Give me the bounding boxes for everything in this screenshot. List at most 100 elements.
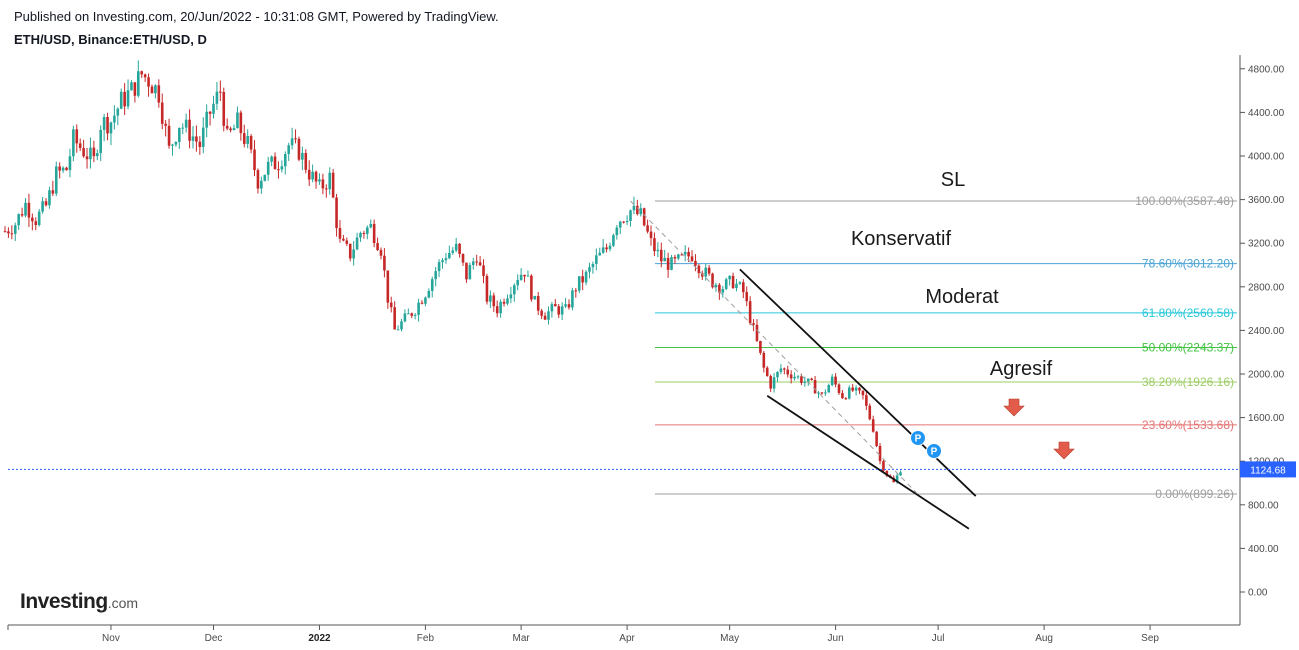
candle-body bbox=[536, 295, 540, 311]
candle-body bbox=[27, 202, 31, 218]
candle-body bbox=[31, 217, 34, 222]
candle-body bbox=[550, 304, 554, 312]
candle-body bbox=[109, 122, 113, 134]
candle-body bbox=[260, 180, 263, 189]
candle-body bbox=[571, 290, 574, 308]
candle-body bbox=[78, 143, 82, 149]
candle-body bbox=[229, 128, 232, 131]
candle-body bbox=[342, 238, 345, 241]
candle-body bbox=[407, 313, 410, 315]
candle-body bbox=[810, 378, 813, 380]
candle-body bbox=[519, 274, 523, 281]
candle-body bbox=[468, 264, 472, 280]
candle-body bbox=[301, 152, 304, 160]
candle-body bbox=[516, 280, 520, 286]
candle-body bbox=[85, 156, 89, 160]
candle-body bbox=[3, 231, 7, 233]
candle-body bbox=[492, 295, 496, 307]
candle-body bbox=[636, 205, 639, 215]
candle-body bbox=[376, 243, 379, 251]
candle-body bbox=[48, 190, 51, 206]
candle-body bbox=[75, 129, 79, 144]
x-tick-label: Jul bbox=[932, 633, 945, 644]
candle-body bbox=[608, 245, 612, 250]
candle-body bbox=[800, 376, 803, 383]
candle-body bbox=[369, 223, 373, 228]
candle-body bbox=[461, 253, 465, 263]
channel-lower-line[interactable] bbox=[766, 395, 970, 530]
candle-body bbox=[434, 271, 437, 280]
candle-body bbox=[58, 166, 61, 171]
candle-body bbox=[793, 376, 796, 379]
candle-body bbox=[697, 265, 701, 274]
candle-body bbox=[656, 249, 660, 252]
candle-body bbox=[13, 225, 17, 234]
candle-body bbox=[454, 243, 458, 251]
candle-body bbox=[581, 276, 584, 283]
candle-body bbox=[126, 90, 130, 107]
y-tick-label: 3200.00 bbox=[1248, 239, 1285, 250]
candle-body bbox=[502, 301, 506, 304]
candle-body bbox=[772, 377, 776, 389]
candle-body bbox=[430, 279, 434, 291]
arrow-down-icon bbox=[1053, 441, 1075, 460]
candle-body bbox=[735, 283, 738, 289]
candle-body bbox=[803, 381, 807, 383]
p-circle-icon[interactable] bbox=[926, 443, 942, 459]
candle-body bbox=[208, 111, 212, 114]
y-tick-label: 4800.00 bbox=[1248, 64, 1285, 75]
candle-body bbox=[878, 445, 882, 462]
candle-body bbox=[277, 169, 280, 171]
candle-body bbox=[564, 304, 567, 307]
candle-body bbox=[485, 275, 489, 302]
candle-body bbox=[642, 208, 646, 226]
candle-body bbox=[738, 282, 742, 284]
candle-body bbox=[786, 369, 790, 375]
candle-body bbox=[875, 431, 878, 446]
candle-body bbox=[830, 376, 834, 386]
candle-body bbox=[215, 91, 219, 104]
candle-body bbox=[574, 290, 578, 292]
candle-body bbox=[427, 290, 431, 298]
candle-body bbox=[195, 136, 198, 142]
candle-body bbox=[10, 233, 14, 235]
y-tick-label: 1600.00 bbox=[1248, 413, 1285, 424]
price-badge bbox=[1240, 461, 1296, 478]
candle-body bbox=[707, 267, 711, 274]
candle-body bbox=[813, 379, 817, 394]
p-circle-icon[interactable] bbox=[910, 430, 926, 446]
candle-body bbox=[895, 475, 899, 483]
candle-body bbox=[670, 257, 673, 270]
candle-body bbox=[742, 282, 745, 293]
candle-body bbox=[694, 260, 697, 266]
candle-body bbox=[824, 392, 827, 394]
candle-body bbox=[649, 231, 653, 239]
candle-body bbox=[437, 262, 441, 272]
candle-body bbox=[618, 221, 622, 228]
candle-body bbox=[745, 292, 749, 302]
x-tick-label: May bbox=[720, 633, 739, 644]
candle-body bbox=[283, 153, 287, 167]
candle-body bbox=[871, 419, 875, 432]
candle-body bbox=[287, 145, 291, 154]
candle-body bbox=[338, 228, 342, 239]
candle-body bbox=[273, 156, 277, 170]
x-tick-label: Jun bbox=[828, 633, 844, 644]
candle-body bbox=[854, 387, 858, 391]
candle-body bbox=[123, 91, 126, 107]
candle-body bbox=[362, 232, 366, 234]
x-tick-label: Feb bbox=[417, 633, 435, 644]
candle-body bbox=[827, 385, 831, 393]
candle-body bbox=[41, 201, 44, 212]
candle-body bbox=[140, 71, 144, 75]
zone-label-konservatif: Konservatif bbox=[851, 228, 951, 250]
candle-body bbox=[499, 301, 502, 314]
candle-body bbox=[225, 125, 229, 129]
candle-body bbox=[690, 256, 694, 261]
candle-body bbox=[783, 368, 786, 370]
candle-body bbox=[844, 398, 848, 400]
y-tick-label: 2800.00 bbox=[1248, 282, 1285, 293]
candle-body bbox=[17, 214, 20, 226]
candle-body bbox=[509, 294, 513, 299]
